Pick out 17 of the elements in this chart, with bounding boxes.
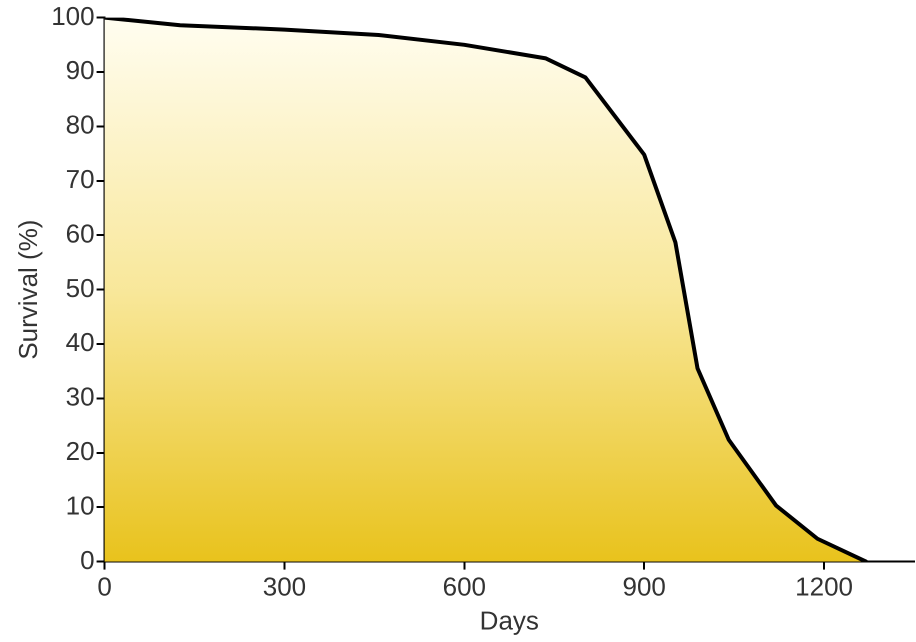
x-tick-label: 600 bbox=[442, 571, 486, 602]
x-tick-label: 1200 bbox=[795, 571, 853, 602]
y-tick-label: 90 bbox=[66, 55, 95, 86]
y-tick-label: 30 bbox=[66, 382, 95, 412]
y-tick-label: 70 bbox=[66, 164, 95, 194]
y-tick-label: 100 bbox=[51, 0, 95, 31]
y-tick-label: 0 bbox=[80, 544, 95, 575]
y-tick-label: 10 bbox=[66, 490, 95, 520]
y-tick-label: 20 bbox=[66, 436, 95, 466]
y-tick-label: 80 bbox=[66, 110, 95, 140]
x-tick-label: 300 bbox=[262, 571, 306, 602]
y-tick-label: 60 bbox=[66, 218, 95, 248]
x-axis-title: Days bbox=[480, 606, 539, 636]
y-tick-label: 40 bbox=[66, 327, 95, 358]
y-axis-title: Survival (%) bbox=[12, 220, 43, 360]
x-tick-label: 900 bbox=[622, 571, 666, 602]
y-tick-label: 50 bbox=[66, 272, 95, 303]
